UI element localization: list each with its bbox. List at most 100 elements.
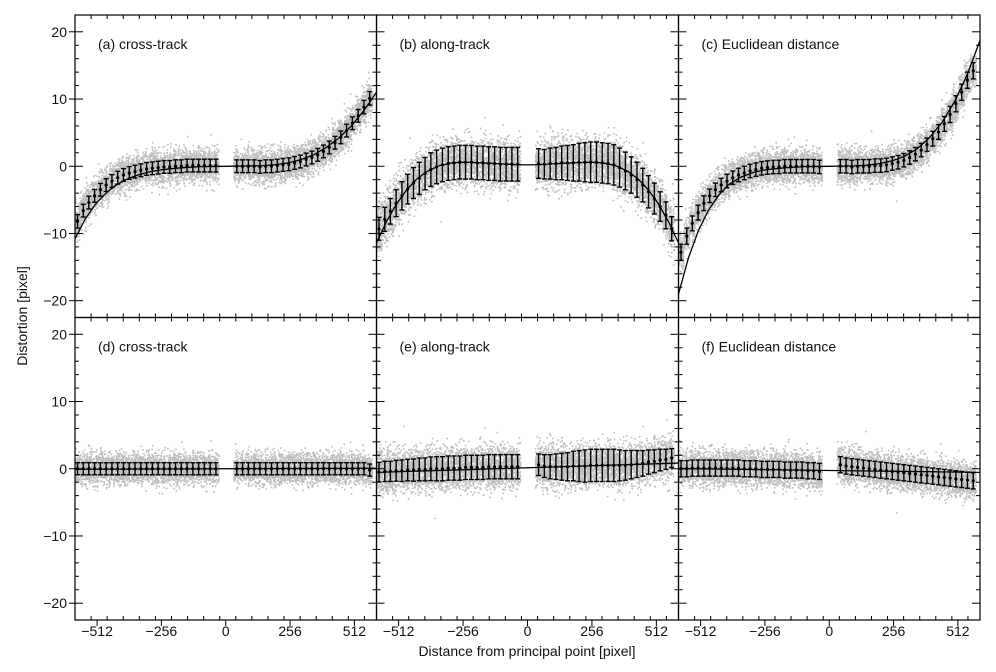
- scatter-dot: [70, 221, 72, 223]
- scatter-dot: [250, 158, 252, 160]
- scatter-dot: [252, 152, 255, 155]
- scatter-dot: [174, 176, 177, 178]
- scatter-dot: [164, 161, 167, 164]
- scatter-dot: [106, 198, 108, 201]
- scatter-dot: [154, 175, 156, 178]
- scatter-dot: [109, 192, 111, 195]
- scatter-dot: [274, 174, 277, 177]
- scatter-dot: [78, 210, 81, 212]
- scatter-dot: [181, 173, 184, 176]
- scatter-dot: [86, 190, 88, 193]
- scatter-dot: [234, 173, 237, 176]
- scatter-dot: [100, 198, 102, 201]
- scatter-dot: [107, 198, 110, 200]
- scatter-dot: [156, 177, 159, 179]
- scatter-dot: [80, 199, 83, 202]
- scatter-dot: [241, 155, 244, 157]
- scatter-dot: [141, 179, 144, 181]
- scatter-dot: [278, 149, 280, 152]
- scatter-dot: [71, 245, 73, 247]
- scatter-dot: [125, 159, 128, 162]
- scatter-dot: [170, 179, 173, 182]
- scatter-dot: [155, 162, 158, 164]
- scatter-dot: [161, 187, 163, 189]
- scatter-dot: [163, 145, 166, 148]
- scatter-dot: [122, 191, 125, 193]
- scatter-dot: [68, 223, 70, 225]
- scatter-dot: [73, 234, 75, 236]
- scatter-dot: [270, 186, 273, 188]
- scatter-dot: [193, 167, 196, 169]
- scatter-dot: [126, 177, 129, 179]
- scatter-dot: [69, 242, 71, 244]
- scatter-dot: [159, 176, 161, 179]
- scatter-dot: [166, 164, 169, 167]
- scatter-dot: [193, 163, 196, 165]
- scatter-dot: [73, 238, 75, 240]
- scatter-dot: [239, 161, 242, 163]
- scatter-dot: [175, 175, 178, 177]
- scatter-dot: [176, 170, 178, 172]
- scatter-dot: [271, 154, 273, 157]
- scatter-dot: [283, 153, 285, 155]
- scatter-dot: [233, 174, 235, 177]
- scatter-dot: [256, 149, 259, 152]
- scatter-dot: [166, 171, 168, 174]
- scatter-dot: [207, 160, 210, 163]
- scatter-dot: [163, 158, 165, 160]
- scatter-dot: [210, 157, 212, 160]
- scatter-dot: [266, 150, 269, 152]
- scatter-dot: [271, 168, 274, 171]
- scatter-dot: [115, 173, 117, 175]
- scatter-dot: [86, 199, 89, 201]
- scatter-dot: [86, 209, 88, 211]
- scatter-dot: [211, 154, 214, 156]
- scatter-dot: [71, 241, 73, 243]
- scatter-dot: [249, 155, 251, 157]
- scatter-dot: [273, 143, 275, 145]
- scatter-dot: [127, 163, 130, 165]
- scatter-dot: [191, 175, 194, 178]
- scatter-dot: [128, 155, 131, 157]
- scatter-dot: [121, 166, 123, 169]
- scatter-dot: [105, 172, 107, 175]
- scatter-dot: [116, 180, 118, 182]
- scatter-dot: [235, 160, 237, 163]
- scatter-dot: [92, 183, 94, 186]
- scatter-dot: [281, 156, 283, 159]
- scatter-dot: [255, 157, 257, 160]
- scatter-dot: [119, 165, 122, 168]
- scatter-dot: [192, 184, 195, 186]
- scatter-dot: [210, 169, 212, 171]
- scatter-dot: [237, 155, 239, 157]
- scatter-dot: [183, 144, 185, 146]
- scatter-dot: [72, 224, 74, 226]
- scatter-dot: [177, 179, 179, 181]
- scatter-dot: [150, 162, 152, 165]
- scatter-dot: [162, 176, 165, 178]
- scatter-dot: [248, 145, 250, 148]
- scatter-dot: [124, 175, 126, 178]
- scatter-dot: [90, 196, 93, 199]
- scatter-dot: [240, 177, 242, 180]
- scatter-dot: [152, 152, 155, 154]
- scatter-dot: [155, 164, 158, 166]
- scatter-dot: [80, 200, 82, 202]
- scatter-dot: [71, 228, 73, 230]
- scatter-dot: [257, 169, 260, 171]
- scatter-dot: [147, 170, 150, 173]
- scatter-dot: [258, 152, 260, 154]
- scatter-dot: [268, 174, 271, 176]
- scatter-dot: [126, 170, 128, 172]
- scatter-dot: [108, 175, 110, 178]
- scatter-dot: [134, 148, 137, 151]
- scatter-dot: [243, 176, 245, 178]
- scatter-dot: [80, 211, 82, 214]
- scatter-dot: [234, 162, 236, 164]
- scatter-dot: [203, 152, 206, 154]
- scatter-dot: [200, 173, 202, 176]
- scatter-dot: [167, 157, 170, 160]
- scatter-dot: [258, 181, 261, 183]
- scatter-dot: [75, 211, 77, 214]
- scatter-dot: [125, 175, 128, 178]
